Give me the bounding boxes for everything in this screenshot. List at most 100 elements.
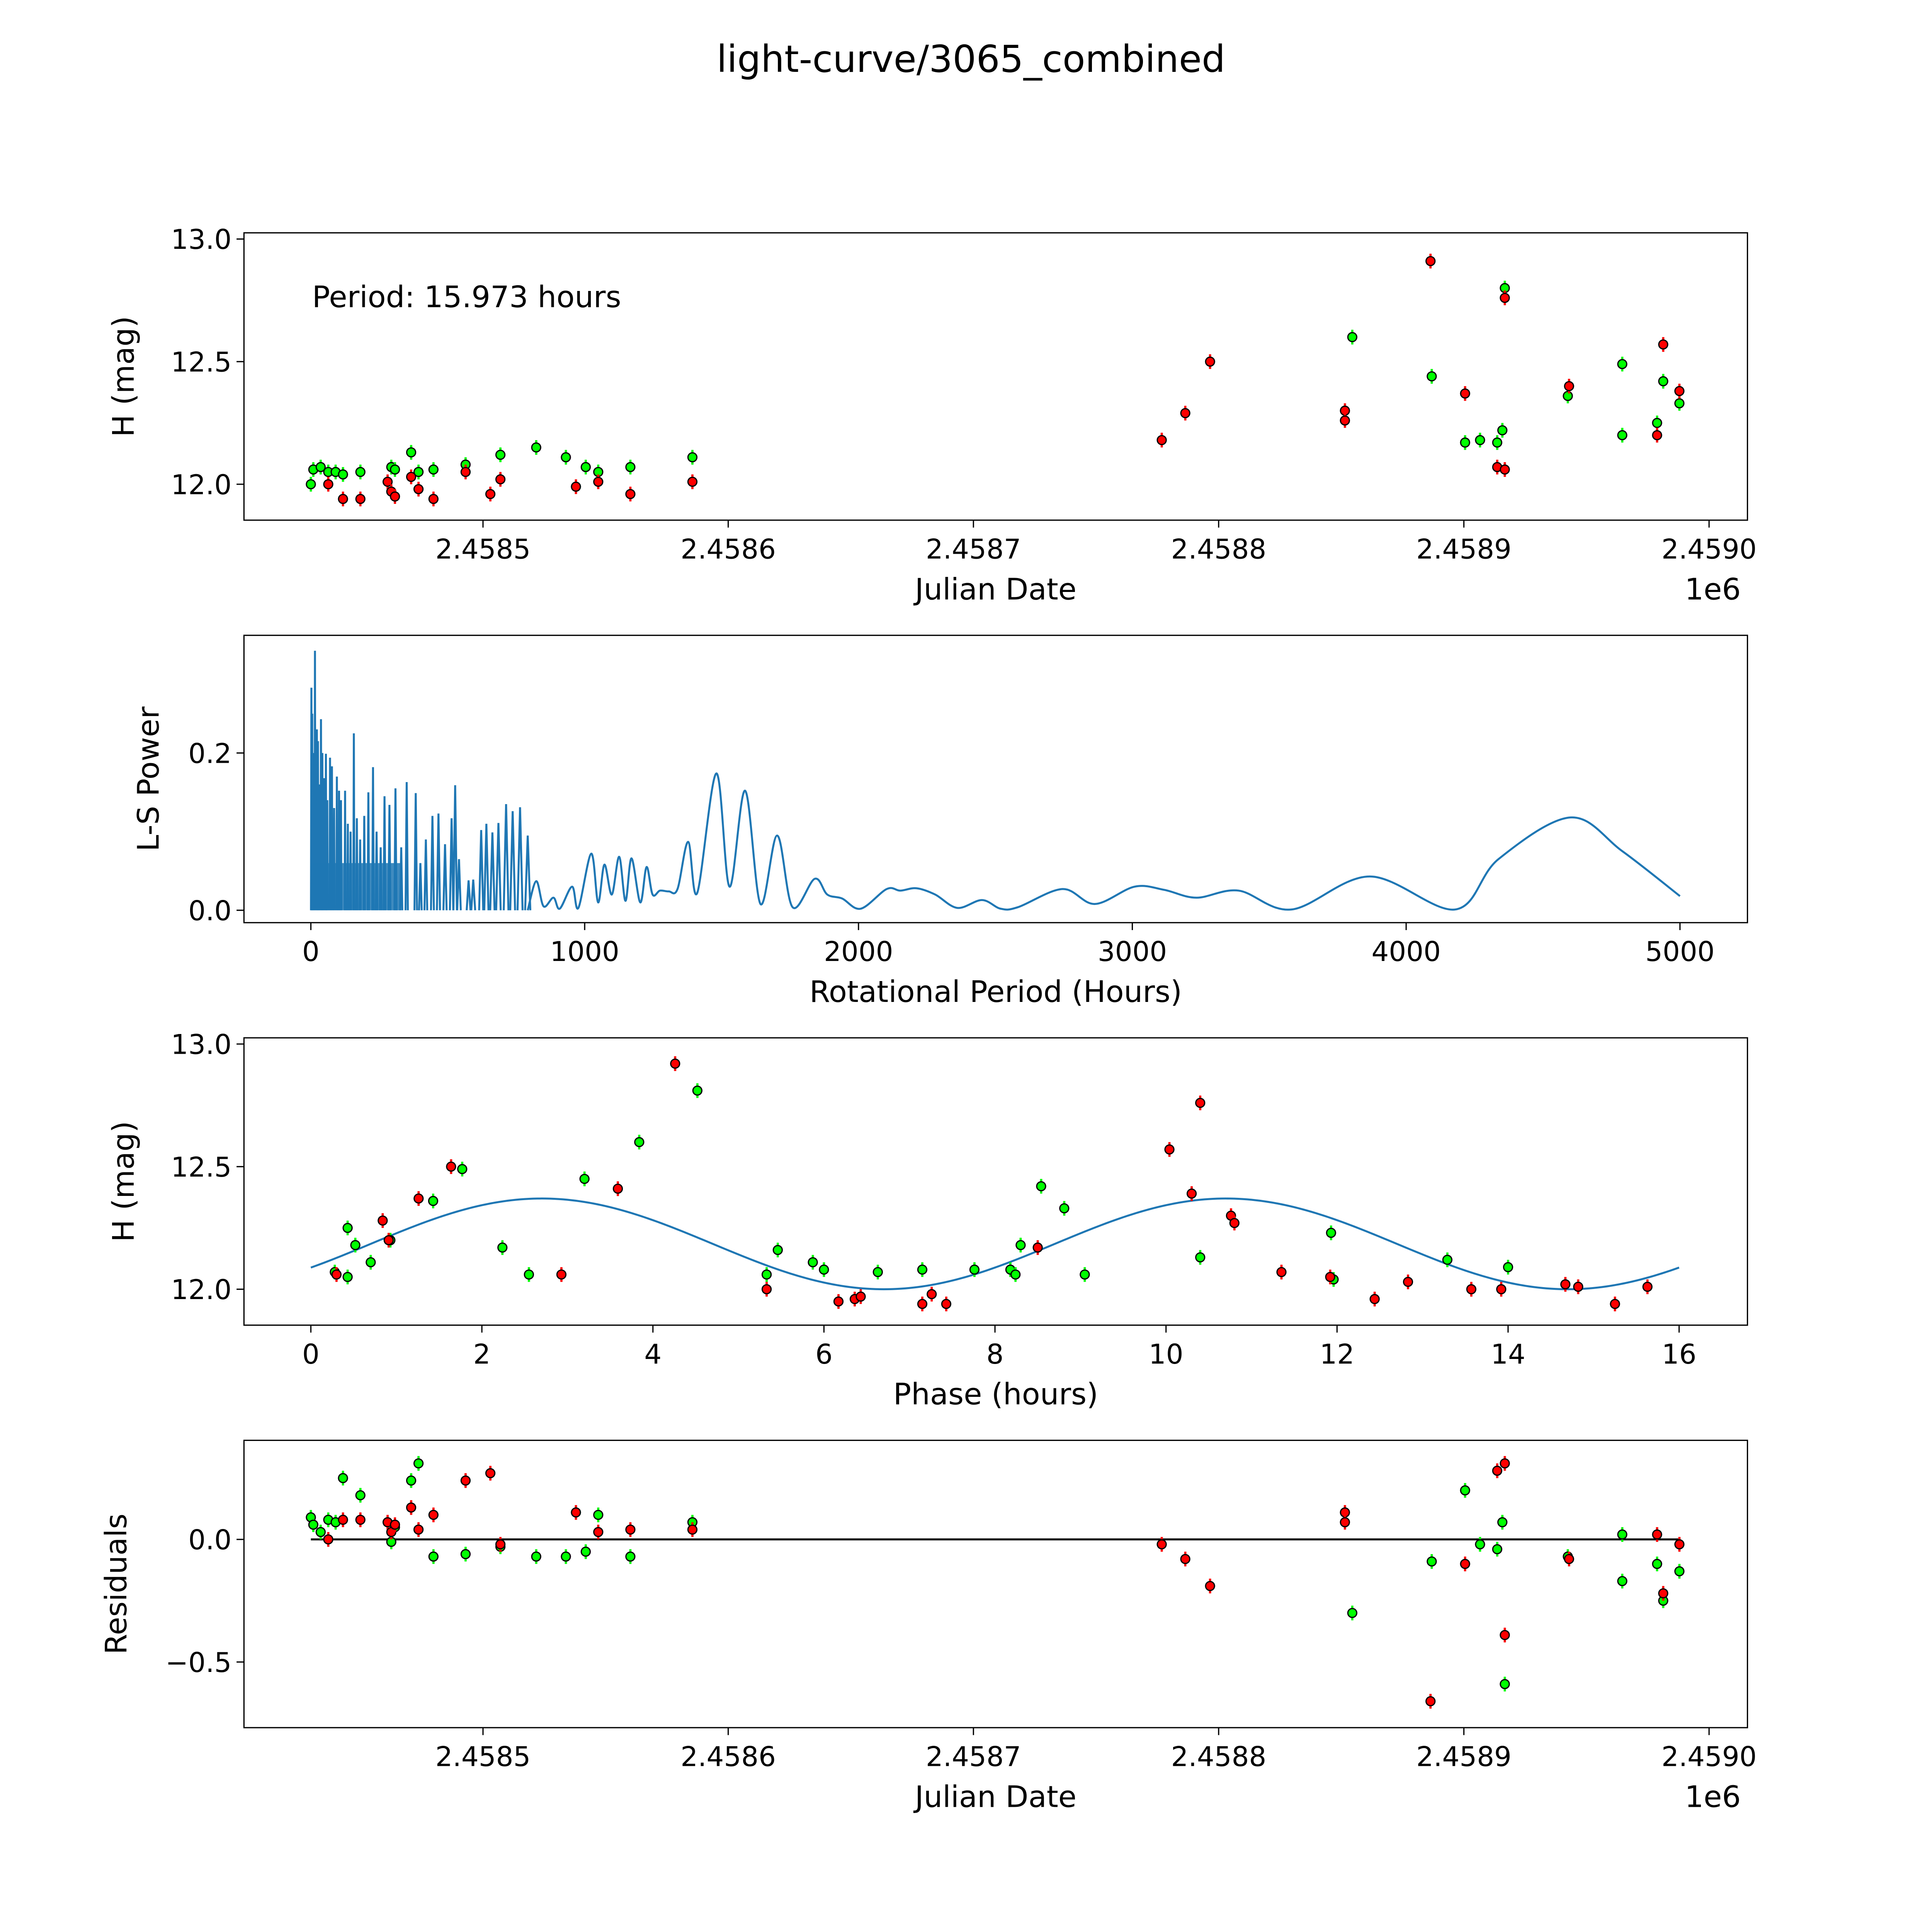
data-point-red	[406, 472, 417, 482]
periodogram-spike	[449, 818, 454, 910]
data-point-green	[819, 1264, 829, 1275]
data-point-red	[406, 1502, 417, 1513]
data-point-green	[306, 479, 316, 490]
periodogram-spike	[456, 859, 462, 910]
data-point-green	[1036, 1181, 1046, 1192]
data-point-red	[855, 1291, 866, 1302]
data-point-red	[1205, 1581, 1215, 1591]
x-tick-label: 0	[302, 936, 320, 968]
data-point-green	[579, 1173, 590, 1184]
data-point-red	[1032, 1242, 1043, 1253]
periodogram-spike	[452, 785, 458, 910]
periodogram-spike	[371, 767, 375, 910]
periodogram-dense-band	[311, 863, 401, 910]
data-point-green	[1492, 1544, 1502, 1554]
data-point-green	[406, 447, 417, 457]
data-point-red	[1180, 408, 1190, 418]
data-point-green	[625, 462, 636, 472]
data-point-red	[625, 489, 636, 499]
data-point-red	[1496, 1284, 1507, 1294]
data-point-green	[355, 1490, 366, 1500]
x-tick-label: 6	[815, 1338, 833, 1370]
axes-frame	[243, 232, 1748, 521]
data-point-green	[1563, 391, 1573, 401]
data-point-red	[428, 494, 439, 504]
periodogram-spike	[466, 880, 472, 910]
periodogram-spike	[509, 811, 516, 910]
periodogram-spike	[423, 839, 429, 910]
data-point-red	[378, 1215, 388, 1226]
data-point-green	[808, 1257, 818, 1267]
periodogram-spike	[404, 782, 409, 910]
data-point-red	[1205, 356, 1215, 367]
data-point-green	[460, 1549, 471, 1560]
x-tick-label: 2000	[824, 936, 893, 968]
data-point-green	[428, 464, 439, 475]
x-tick-label: 4000	[1371, 936, 1440, 968]
data-point-green	[634, 1137, 645, 1147]
y-tick-label: 12.5	[171, 347, 231, 378]
data-point-green	[561, 1551, 571, 1562]
data-point-red	[571, 1507, 581, 1518]
data-point-red	[1425, 1696, 1436, 1706]
data-point-red	[323, 479, 333, 490]
periodogram-spike	[503, 804, 510, 910]
data-point-red	[1403, 1277, 1413, 1287]
data-point-red	[1560, 1279, 1571, 1289]
data-point-green	[355, 467, 366, 477]
data-point-red	[687, 1524, 698, 1535]
periodogram-spike	[352, 733, 355, 910]
data-point-green	[580, 1546, 591, 1557]
x-tick-label: 1000	[550, 936, 619, 968]
x-tick-label: 2.4585	[435, 534, 531, 565]
y-axis-label: H (mag)	[107, 316, 141, 437]
y-tick-label: 12.0	[171, 1274, 231, 1306]
data-point-red	[1195, 1098, 1206, 1108]
x-axis-label: Julian Date	[913, 1780, 1077, 1814]
data-point-red	[1564, 381, 1574, 391]
periodogram-spike	[442, 844, 448, 910]
data-point-green	[1475, 435, 1485, 446]
data-point-red	[413, 484, 424, 495]
data-point-red	[1652, 1529, 1662, 1540]
axes-frame	[243, 1037, 1748, 1326]
data-point-red	[1180, 1554, 1190, 1564]
x-axis-label: Rotational Period (Hours)	[810, 975, 1182, 1009]
data-point-red	[1492, 1466, 1502, 1476]
plot-area	[310, 1056, 1680, 1311]
fit-curve	[310, 1197, 1680, 1291]
x-tick-label: 5000	[1645, 936, 1714, 968]
data-point-green	[1617, 430, 1628, 440]
data-point-red	[1500, 1630, 1510, 1640]
data-point-red	[1325, 1272, 1335, 1282]
panel-residuals: 2.4585 2.4586 2.4587 2.4588 2.4589 2.4590 0.0 −…	[99, 1439, 1757, 1814]
data-point-green	[625, 1551, 636, 1562]
data-point-red	[1658, 339, 1668, 350]
data-point-red	[1674, 386, 1685, 396]
plot-area	[306, 253, 1685, 507]
data-point-red	[941, 1299, 951, 1309]
data-point-green	[1497, 425, 1508, 435]
data-point-red	[485, 489, 496, 499]
data-point-red	[1369, 1294, 1380, 1304]
data-point-green	[1460, 437, 1470, 448]
y-axis-label: L-S Power	[131, 706, 166, 851]
y-tick-label: −0.5	[165, 1647, 231, 1679]
x-tick-label: 2	[473, 1338, 491, 1370]
data-point-red	[1460, 388, 1470, 399]
data-point-red	[593, 476, 604, 487]
data-point-green	[1652, 1559, 1662, 1569]
x-tick-label: 3000	[1098, 936, 1167, 968]
data-point-green	[1492, 437, 1502, 448]
data-point-red	[556, 1269, 567, 1280]
data-point-red	[1658, 1588, 1668, 1599]
periodogram-spike	[321, 753, 324, 910]
data-point-red	[331, 1269, 342, 1280]
y-tick-label: 0.0	[188, 895, 231, 927]
data-point-green	[497, 1242, 508, 1253]
data-point-red	[687, 476, 698, 487]
data-point-red	[413, 1193, 424, 1204]
data-point-red	[1642, 1282, 1653, 1292]
x-tick-label: 2.4589	[1416, 1741, 1512, 1773]
data-point-green	[366, 1257, 376, 1267]
